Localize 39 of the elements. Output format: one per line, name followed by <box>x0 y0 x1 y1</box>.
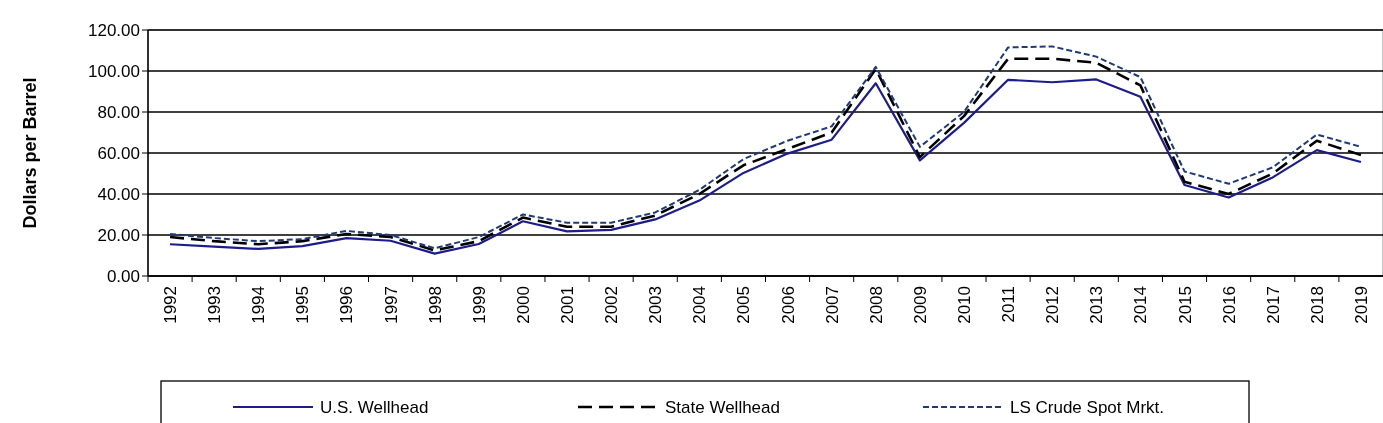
x-tick-label: 2013 <box>1087 286 1107 324</box>
x-tick-label: 1993 <box>205 286 225 324</box>
x-tick-label: 2001 <box>558 286 578 324</box>
x-tick-label: 1994 <box>249 286 269 324</box>
x-tick-label: 2007 <box>822 286 842 324</box>
x-tick-label: 2016 <box>1219 286 1239 324</box>
x-tick-label: 1998 <box>425 286 445 324</box>
legend-label: U.S. Wellhead <box>320 397 429 417</box>
x-tick-label: 2014 <box>1131 286 1151 324</box>
x-tick-label: 2015 <box>1175 286 1195 324</box>
legend-label: LS Crude Spot Mrkt. <box>1010 397 1165 417</box>
x-tick-label: 2004 <box>690 286 710 324</box>
y-tick-label: 100.00 <box>88 61 140 81</box>
x-tick-label: 1996 <box>337 286 357 324</box>
y-tick-label: 60.00 <box>97 143 140 163</box>
x-tick-label: 2003 <box>646 286 666 324</box>
x-tick-label: 2000 <box>513 286 533 324</box>
x-tick-label: 2011 <box>999 286 1019 323</box>
x-tick-label: 2009 <box>910 286 930 324</box>
x-tick-label: 2005 <box>734 286 754 324</box>
x-tick-label: 1995 <box>293 286 313 324</box>
x-tick-label: 1999 <box>469 286 489 324</box>
x-tick-label: 2019 <box>1351 286 1371 324</box>
x-tick-label: 2006 <box>778 286 798 324</box>
y-tick-label: 120.00 <box>88 20 140 40</box>
x-tick-label: 2002 <box>602 286 622 324</box>
x-tick-label: 2017 <box>1263 286 1283 324</box>
x-tick-label: 1992 <box>161 286 181 324</box>
y-tick-label: 0.00 <box>106 266 140 286</box>
x-tick-label: 2010 <box>954 286 974 324</box>
x-tick-label: 1997 <box>381 286 401 324</box>
x-tick-label: 2008 <box>866 286 886 324</box>
x-tick-label: 2012 <box>1043 286 1063 324</box>
x-tick-label: 2018 <box>1307 286 1327 324</box>
y-tick-label: 40.00 <box>97 184 140 204</box>
legend-label: State Wellhead <box>665 397 780 417</box>
y-axis-title: Dollars per Barrel <box>20 77 40 229</box>
y-tick-label: 80.00 <box>97 102 140 122</box>
y-tick-label: 20.00 <box>97 225 140 245</box>
